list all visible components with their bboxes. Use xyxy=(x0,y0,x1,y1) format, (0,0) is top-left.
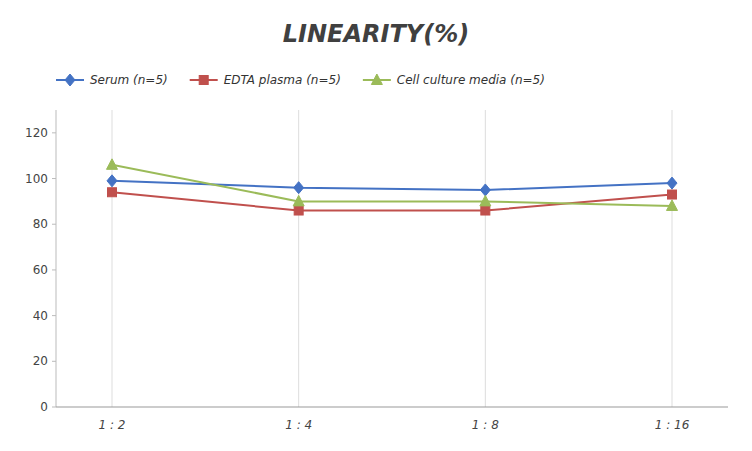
y-tick xyxy=(52,407,56,408)
x-tick-label: 1 : 8 xyxy=(472,418,499,432)
y-tick-label: 80 xyxy=(33,217,48,231)
point xyxy=(480,195,491,206)
y-tick-label: 0 xyxy=(40,400,48,414)
y-tick-label: 100 xyxy=(25,172,48,186)
point xyxy=(668,190,677,199)
y-tick-label: 20 xyxy=(33,354,48,368)
grid-line xyxy=(672,110,673,407)
y-axis-line xyxy=(56,110,57,407)
page: {"chart_data": {"type": "line", "title":… xyxy=(0,0,752,451)
grid-line xyxy=(485,110,486,407)
axes: 0 20 40 60 80 100 120 1 : 2 1 : 4 1 : 8 1 : 16 xyxy=(25,110,728,432)
legend-item: Serum (n=5) xyxy=(56,73,168,87)
title: LINEARITY(%) xyxy=(283,20,469,48)
chart-svg: LINEARITY(%) 0 20 40 60 80 100 120 1 : 2 1 : 4 1 :… xyxy=(0,0,752,451)
legend-item: EDTA plasma (n=5) xyxy=(190,73,341,87)
legend-item: Cell culture media (n=5) xyxy=(363,73,545,87)
legend: Serum (n=5) EDTA plasma (n=5) Cell culture… xyxy=(56,73,545,87)
legend-marker xyxy=(199,76,208,85)
point xyxy=(294,182,304,194)
y-tick-label: 120 xyxy=(25,126,48,140)
point xyxy=(667,177,677,189)
x-axis-line xyxy=(56,407,728,408)
plot-area xyxy=(107,159,678,215)
y-tick xyxy=(52,224,56,225)
y-tick xyxy=(52,361,56,362)
point xyxy=(480,184,490,196)
point xyxy=(107,175,117,187)
grid-line xyxy=(298,110,299,407)
grid xyxy=(112,110,672,407)
y-tick-label: 60 xyxy=(33,263,48,277)
grid-line xyxy=(112,110,113,407)
point xyxy=(294,206,303,215)
x-tick-label: 1 : 2 xyxy=(99,418,126,432)
y-tick xyxy=(52,315,56,316)
y-tick xyxy=(52,132,56,133)
chart-container: LINEARITY(%) 0 20 40 60 80 100 120 1 : 2 1 : 4 1 :… xyxy=(0,0,752,451)
y-tick xyxy=(52,178,56,179)
legend-label: Cell culture media (n=5) xyxy=(397,73,545,87)
legend-label: Serum (n=5) xyxy=(90,73,168,87)
y-tick xyxy=(52,269,56,270)
x-tick-label: 1 : 16 xyxy=(655,418,690,432)
legend-marker xyxy=(371,74,382,85)
point xyxy=(667,200,678,211)
y-tick-label: 40 xyxy=(33,309,48,323)
point xyxy=(481,206,490,215)
x-tick-label: 1 : 4 xyxy=(285,418,312,432)
legend-marker xyxy=(65,74,75,86)
point xyxy=(108,188,117,197)
point xyxy=(107,159,118,170)
point xyxy=(293,195,304,206)
series-line xyxy=(112,165,672,206)
legend-label: EDTA plasma (n=5) xyxy=(224,73,341,87)
